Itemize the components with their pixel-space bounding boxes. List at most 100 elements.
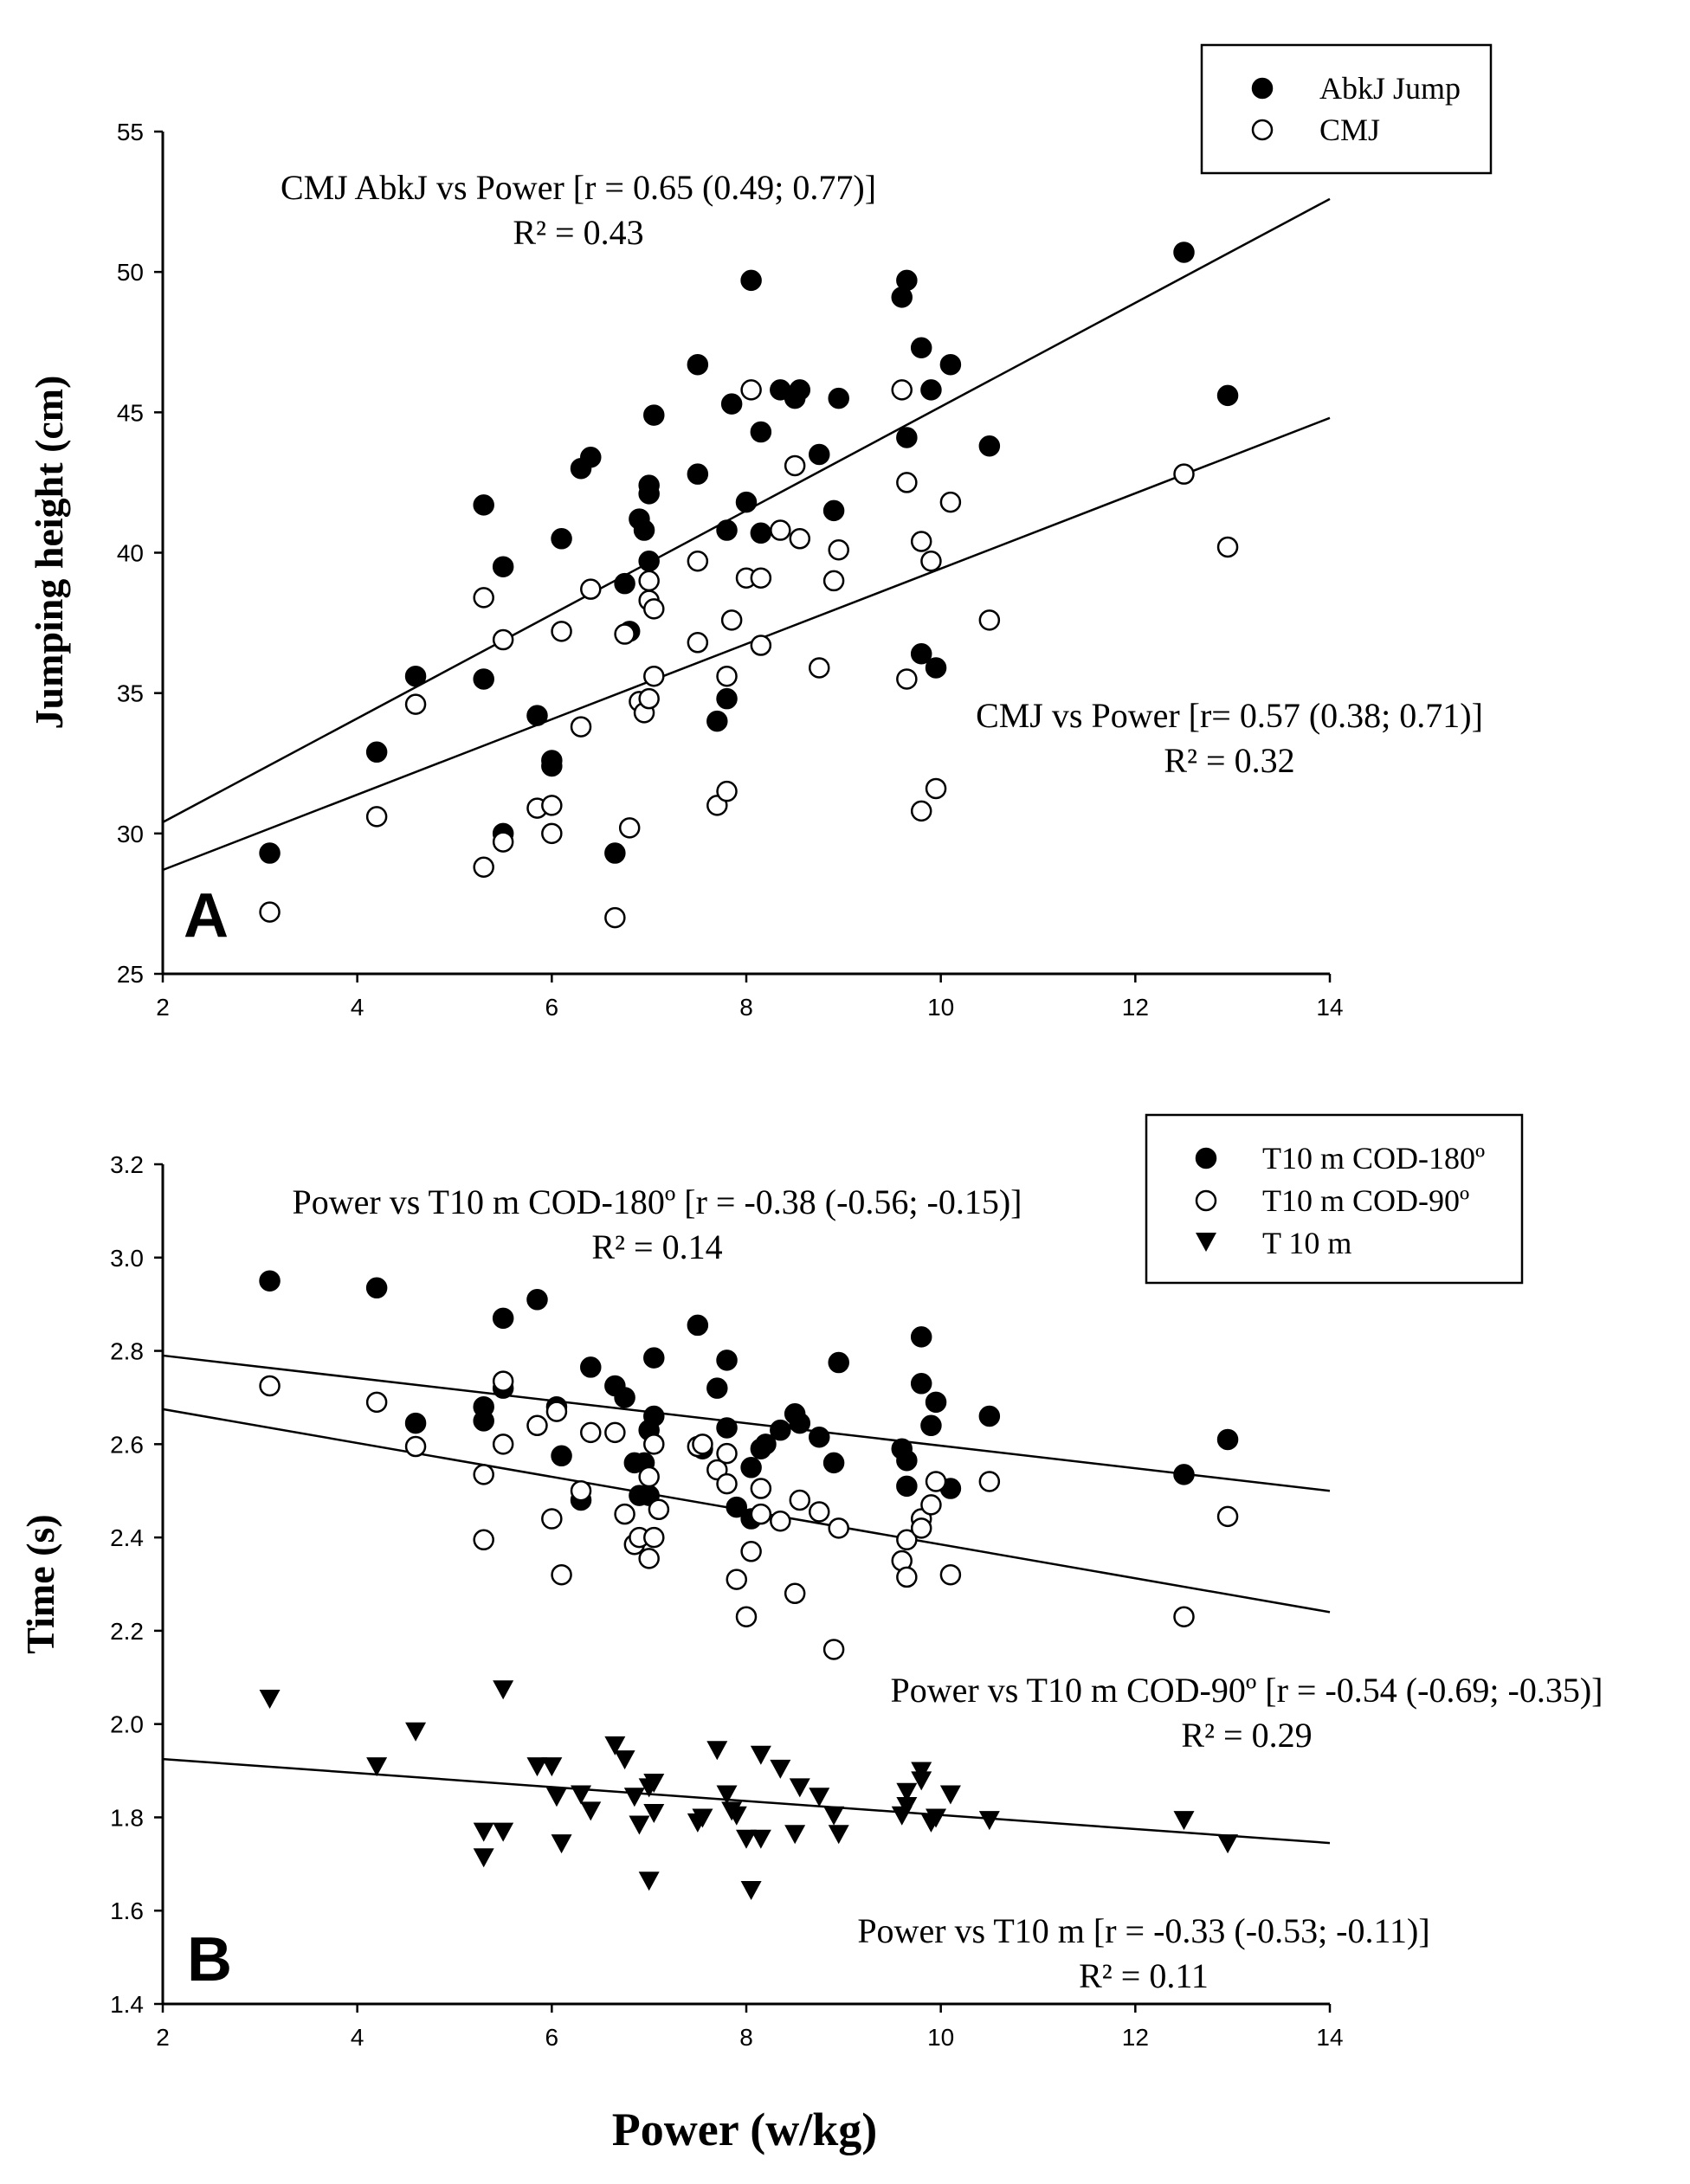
panel-a-point-series-1 [638, 687, 660, 710]
panel-b-point-series-2 [789, 1778, 810, 1798]
panel-b-point-series-0 [643, 1405, 665, 1427]
panel-b-x-tick-label: 8 [739, 2024, 753, 2051]
panel-a-point-series-1 [259, 901, 281, 923]
panel-b-point-series-2 [638, 1872, 660, 1891]
legend-abkj-marker [1251, 77, 1274, 100]
panel-b-point-series-1 [822, 1639, 845, 1660]
panel-b-point-series-1 [541, 1508, 563, 1530]
panel-a-x-tick-label: 12 [1122, 994, 1149, 1021]
panel-a-point-series-1 [473, 587, 494, 609]
panel-b-point-series-1 [545, 1401, 568, 1422]
panel-a-point-series-0 [910, 337, 932, 358]
panel-a-point-series-1 [770, 519, 791, 541]
panel-a-point-series-0 [614, 572, 635, 595]
panel-b-point-series-0 [716, 1417, 738, 1439]
panel-a-point-series-1 [614, 623, 635, 645]
panel-a-point-series-0 [896, 427, 918, 448]
panel-a-x-tick-label: 4 [351, 994, 364, 1021]
panel-a-annotation-abkj-r2: R² = 0.43 [513, 213, 643, 252]
panel-a: 2 4 6 8 10 12 14 25 30 35 40 45 50 55 CMJ AbkJ vs Pow… [27, 43, 1493, 1021]
panel-b-point-series-1 [789, 1489, 811, 1511]
panel-b-point-series-1 [716, 1472, 738, 1495]
panel-b-point-series-0 [978, 1405, 1001, 1427]
panel-b-point-series-2 [896, 1796, 918, 1816]
panel-b-point-series-1 [551, 1563, 572, 1586]
panel-a-annotation-abkj: CMJ AbkJ vs Power [r = 0.65 (0.49; 0.77)… [281, 168, 876, 207]
panel-a-x-tick-label: 6 [545, 994, 559, 1021]
panel-b-point-series-1 [648, 1498, 670, 1521]
panel-b-point-series-2 [770, 1759, 791, 1779]
panel-a-point-series-0 [716, 519, 738, 541]
panel-b-point-series-2 [706, 1741, 728, 1761]
panel-b-point-series-1 [492, 1370, 514, 1392]
panel-b-point-series-1 [920, 1494, 942, 1516]
panel-b-point-series-1 [896, 1529, 918, 1551]
panel-a-point-series-1 [978, 609, 1001, 631]
legend-cod90-label: T10 m COD-90º [1262, 1183, 1469, 1218]
legend-cod180-marker [1195, 1147, 1217, 1169]
panel-a-point-series-1 [473, 856, 494, 879]
panel-a-point-series-1 [1216, 536, 1239, 558]
panel-b-point-series-1 [404, 1435, 427, 1458]
panel-b-point-series-2 [545, 1788, 567, 1807]
panel-a-point-series-0 [638, 483, 660, 505]
panel-b-point-series-2 [643, 1804, 665, 1824]
panel-b-point-series-0 [473, 1410, 494, 1432]
panel-b-x-tick-label: 12 [1122, 2024, 1149, 2051]
panel-b-point-series-2 [580, 1801, 602, 1821]
panel-b-point-series-1 [570, 1479, 592, 1502]
panel-a-legend-box [1200, 43, 1493, 175]
panel-a-legend: AbkJ Jump CMJ [1200, 43, 1493, 175]
panel-b-x-tick-label: 6 [545, 2024, 559, 2051]
panel-b-letter: B [187, 1925, 232, 1994]
panel-b-point-series-1 [770, 1511, 791, 1532]
panel-b-point-series-0 [809, 1427, 830, 1448]
panel-a-point-series-0 [735, 491, 758, 513]
panel-a-point-series-1 [784, 454, 806, 477]
panel-a-point-series-1 [910, 531, 932, 552]
panel-b-point-series-2 [571, 1785, 592, 1805]
panel-b-point-series-2 [473, 1822, 494, 1842]
panel-b-y-tick-label: 1.4 [110, 1991, 144, 2018]
panel-a-point-series-1 [541, 822, 563, 845]
panel-b-point-series-2 [736, 1829, 757, 1849]
panel-a-x-tick-label: 14 [1316, 994, 1343, 1021]
panel-a-point-series-0 [492, 556, 514, 577]
panel-b-point-series-1 [726, 1569, 748, 1590]
panel-b-point-series-2 [926, 1808, 947, 1828]
panel-a-point-series-0 [541, 755, 563, 777]
panel-b-point-series-2 [473, 1848, 494, 1868]
panel-a-point-series-0 [750, 522, 772, 544]
panel-a-point-series-1 [939, 491, 962, 513]
panel-a-y-tick-label: 45 [117, 399, 144, 426]
panel-b-point-series-2 [259, 1690, 281, 1710]
panel-b-point-series-0 [365, 1277, 388, 1299]
panel-a-point-series-0 [580, 446, 602, 468]
panel-b-point-series-2 [692, 1808, 713, 1828]
panel-b-point-series-0 [259, 1270, 281, 1292]
panel-b-point-series-2 [809, 1788, 830, 1807]
panel-b-point-series-1 [828, 1517, 849, 1539]
panel-b-point-series-0 [910, 1373, 932, 1395]
panel-b-point-series-1 [604, 1421, 626, 1444]
panel-a-point-series-0 [822, 499, 845, 522]
panel-b-y-label: Time (s) [18, 1514, 62, 1653]
panel-a-axes [161, 132, 1330, 976]
panel-a-point-series-0 [633, 519, 655, 541]
panel-a-point-series-0 [910, 643, 932, 665]
panel-b-point-series-1 [526, 1414, 548, 1437]
panel-a-x-tick-label: 2 [156, 994, 170, 1021]
panel-b-point-series-2 [939, 1785, 961, 1805]
panel-b-point-series-1 [473, 1464, 494, 1485]
panel-b-point-series-2 [604, 1736, 626, 1756]
panel-b-point-series-1 [750, 1478, 772, 1499]
panel-a-point-series-1 [618, 817, 641, 839]
panel-a-point-series-0 [939, 353, 962, 376]
panel-a-point-series-1 [365, 806, 388, 828]
panel-b-x-tick-label: 14 [1316, 2024, 1343, 2051]
panel-b-x-tick-label: 10 [927, 2024, 954, 2051]
panel-b-point-series-0 [614, 1387, 635, 1408]
panel-b-point-series-2 [493, 1822, 514, 1842]
panel-b-point-series-2 [551, 1834, 572, 1854]
panel-b-point-series-1 [925, 1471, 947, 1492]
